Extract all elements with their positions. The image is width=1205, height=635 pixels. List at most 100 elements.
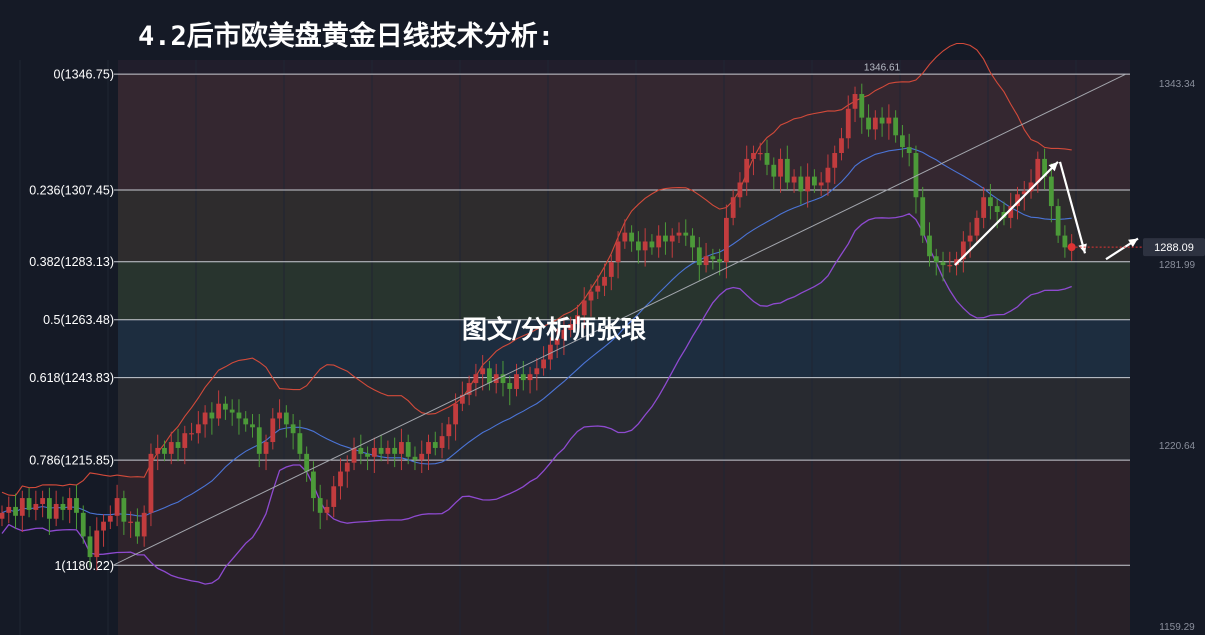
candle-body	[195, 424, 201, 434]
candle	[622, 219, 628, 249]
candle-body	[500, 374, 506, 384]
candle	[466, 375, 472, 406]
candle-body	[53, 503, 59, 519]
candle-body	[487, 368, 492, 384]
candle	[595, 275, 601, 300]
lower-bollinger-band	[1, 213, 1072, 585]
candle	[371, 437, 377, 474]
fib-level-label: 0.236(1307.45)	[29, 184, 114, 198]
candle	[107, 505, 113, 530]
peak-price-label: 1346.61	[864, 63, 901, 74]
candle-body	[101, 521, 106, 531]
candle	[175, 428, 181, 462]
candle-body	[114, 498, 120, 516]
fib-level-label: 0.618(1243.83)	[29, 371, 114, 385]
candle-body	[852, 94, 858, 109]
fib-zone	[118, 319, 1130, 378]
candle-body	[629, 232, 635, 242]
arrow-shaft	[954, 161, 1059, 266]
price-axis-tick: 1281.99	[1159, 260, 1196, 271]
candle-body	[189, 433, 194, 435]
candle-body	[121, 498, 127, 522]
candle-body	[845, 108, 851, 139]
candle-body	[818, 182, 824, 186]
candle	[426, 434, 431, 471]
candle	[446, 416, 452, 450]
candle	[960, 231, 966, 273]
candle	[845, 95, 851, 149]
fib-zone	[118, 74, 1130, 191]
candle-body	[216, 403, 222, 419]
candle-body	[412, 456, 418, 460]
candle	[40, 490, 46, 518]
candle	[493, 363, 499, 394]
candle-body	[392, 447, 398, 454]
candle	[317, 484, 323, 530]
candle-body	[277, 412, 282, 419]
candle	[852, 86, 858, 123]
moving-average-line	[1, 147, 1072, 517]
annotation-arrow	[1058, 161, 1087, 254]
candle-body	[128, 521, 134, 523]
candle	[703, 242, 709, 273]
candle	[263, 434, 269, 471]
candle-body	[663, 235, 668, 242]
candle-body	[642, 241, 648, 251]
candle	[223, 396, 228, 420]
candle-body	[453, 403, 458, 425]
candle	[710, 248, 716, 270]
candle	[575, 304, 580, 335]
candle	[1048, 163, 1054, 223]
candle-body	[1042, 158, 1047, 177]
candle	[818, 172, 824, 196]
candle-body	[459, 394, 465, 404]
candle	[209, 402, 215, 435]
candle	[74, 484, 79, 530]
watermark: 图文/分析师张琅	[462, 315, 646, 344]
candle	[141, 505, 147, 547]
candle	[46, 487, 52, 535]
candle	[168, 431, 174, 465]
fib-level-label: 1(1180.22)	[54, 559, 114, 573]
candle-body	[6, 506, 12, 513]
candle-body	[175, 442, 181, 448]
candle-body	[304, 453, 310, 472]
candle-body	[426, 442, 431, 454]
candle-body	[351, 447, 357, 463]
current-price-badge	[1143, 238, 1205, 257]
candle-body	[250, 424, 255, 428]
candle-body	[270, 418, 276, 443]
candle-body	[385, 447, 391, 454]
candle	[13, 493, 18, 530]
candle	[947, 251, 953, 273]
candle	[554, 328, 560, 358]
candle	[270, 408, 276, 450]
candle	[629, 225, 635, 252]
candle	[250, 414, 255, 438]
candle	[135, 508, 140, 544]
candle-body	[0, 512, 5, 519]
candle-body	[527, 374, 533, 381]
candle-body	[331, 486, 337, 507]
candle-body	[893, 117, 899, 136]
candle-body	[1028, 182, 1034, 192]
candle-body	[717, 259, 723, 263]
candle-body	[243, 418, 249, 425]
candle-body	[703, 256, 709, 266]
trend-line	[112, 73, 1127, 566]
price-axis-tick: 1343.34	[1159, 79, 1196, 90]
annotation-arrow	[954, 161, 1059, 266]
candle-body	[1015, 194, 1020, 207]
candle	[351, 437, 357, 471]
candle	[60, 496, 66, 521]
chart-title: 4.2后市欧美盘黄金日线技术分析:	[138, 20, 554, 52]
candle	[128, 511, 134, 538]
annotation-arrow	[1105, 237, 1139, 261]
candle-body	[87, 536, 93, 558]
fib-zone	[118, 460, 1130, 566]
candle	[805, 163, 811, 208]
candle-body	[839, 138, 844, 154]
fib-zone-top	[118, 60, 1130, 75]
candle-body	[358, 447, 364, 454]
